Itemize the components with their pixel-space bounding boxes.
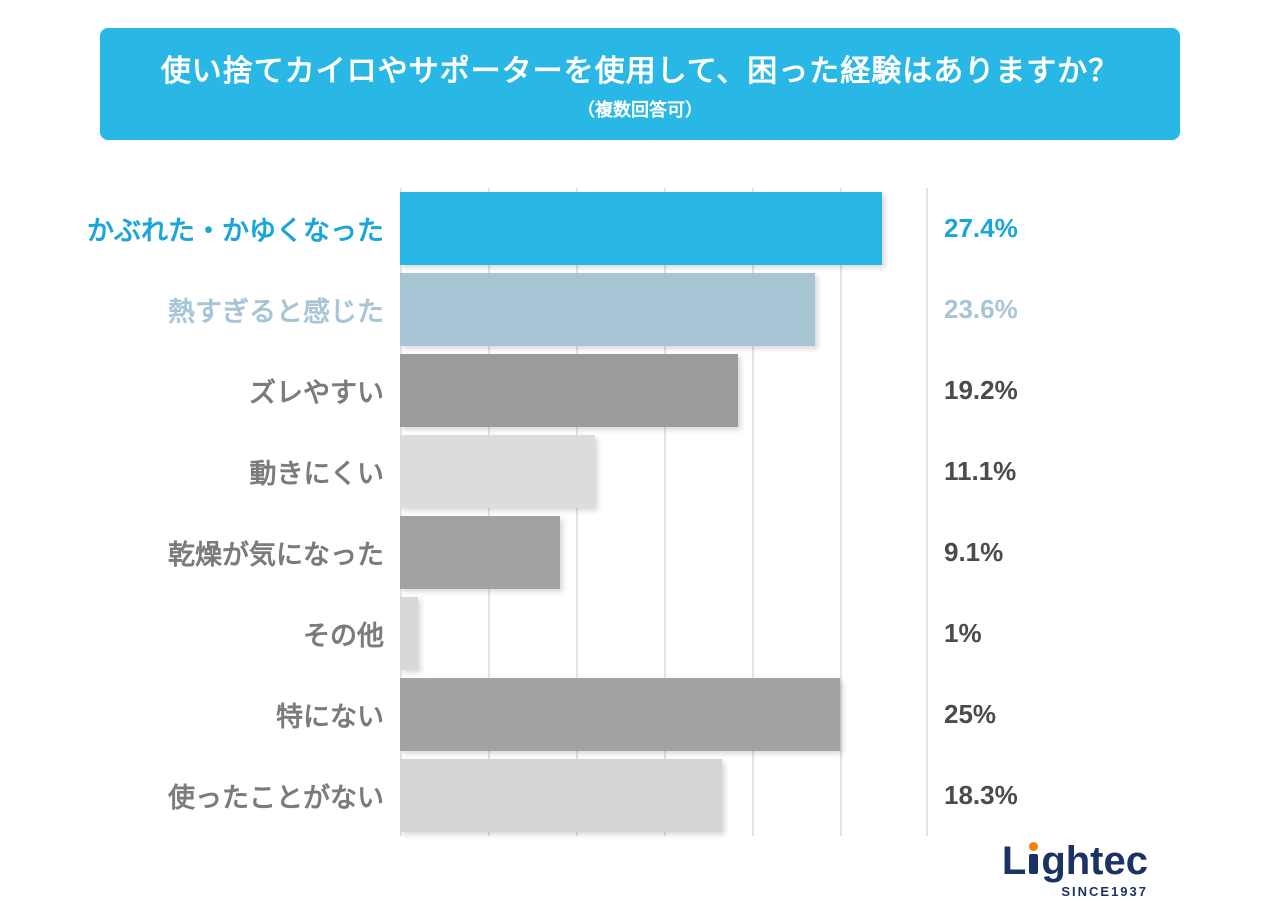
category-label: 動きにくい	[249, 459, 384, 489]
logo-text-part1: L	[1001, 839, 1027, 883]
logo-i-stem	[1029, 854, 1039, 874]
chart-row: 使ったことがない 18.3%	[0, 755, 1280, 836]
bar-track	[400, 516, 928, 589]
category-label: かぶれた・かゆくなった	[87, 216, 384, 246]
gridline	[575, 188, 578, 836]
value-label: 27.4%	[944, 213, 1018, 243]
grid-layer	[400, 188, 928, 836]
category-label: その他	[303, 621, 384, 651]
value-label: 1%	[944, 618, 982, 648]
bar-track	[400, 759, 928, 832]
chart-row: 乾燥が気になった 9.1%	[0, 512, 1280, 593]
bar	[400, 354, 738, 427]
value-label: 11.1%	[944, 456, 1017, 486]
gridline	[664, 188, 666, 836]
chart-row: かぶれた・かゆくなった 27.4%	[0, 188, 1280, 269]
chart-rows: かぶれた・かゆくなった 27.4% 熱すぎると感じた 23.6% ズレやすい 1…	[0, 188, 1280, 836]
gridline	[487, 188, 490, 836]
logo-tagline: SINCE1937	[1061, 884, 1148, 899]
chart-row: 熱すぎると感じた 23.6%	[0, 269, 1280, 350]
chart-title: 使い捨てカイロやサポーターを使用して、困った経験はありますか？	[160, 55, 1120, 88]
bar	[400, 516, 561, 589]
category-label: 乾燥が気になった	[168, 540, 384, 570]
value-label: 23.6%	[944, 294, 1018, 324]
bar-track	[400, 354, 928, 427]
bar	[400, 678, 840, 751]
logo-text-part2: ghtec	[1041, 839, 1148, 883]
category-label: 使ったことがない	[168, 783, 384, 813]
chart-subtitle: （複数回答可）	[577, 100, 703, 120]
bar	[400, 435, 596, 508]
bar	[400, 273, 816, 346]
value-label: 19.2%	[944, 375, 1018, 405]
bar-track	[400, 597, 928, 670]
chart-row: 動きにくい 11.1%	[0, 431, 1280, 512]
bar-track	[400, 192, 928, 265]
chart-row: ズレやすい 19.2%	[0, 350, 1280, 431]
gridline	[400, 188, 402, 836]
bar	[400, 597, 418, 670]
bar-chart: かぶれた・かゆくなった 27.4% 熱すぎると感じた 23.6% ズレやすい 1…	[0, 188, 1280, 836]
bar-track	[400, 678, 928, 751]
chart-title-banner: 使い捨てカイロやサポーターを使用して、困った経験はありますか？ （複数回答可）	[100, 28, 1180, 140]
logo-letter-i	[1029, 842, 1039, 874]
chart-row: 特にない 25%	[0, 674, 1280, 755]
gridline	[840, 188, 842, 836]
gridline	[926, 188, 928, 836]
bar-track	[400, 273, 928, 346]
category-label: 特にない	[276, 702, 384, 732]
logo-dot-icon	[1029, 842, 1039, 851]
bar	[400, 759, 723, 832]
gridline	[751, 188, 754, 836]
bar	[400, 192, 883, 265]
category-label: 熱すぎると感じた	[168, 297, 384, 327]
bar-track	[400, 435, 928, 508]
value-label: 9.1%	[944, 537, 1004, 567]
chart-row: その他 1%	[0, 593, 1280, 674]
value-label: 25%	[944, 699, 997, 729]
category-label: ズレやすい	[249, 378, 384, 408]
value-label: 18.3%	[944, 780, 1018, 810]
